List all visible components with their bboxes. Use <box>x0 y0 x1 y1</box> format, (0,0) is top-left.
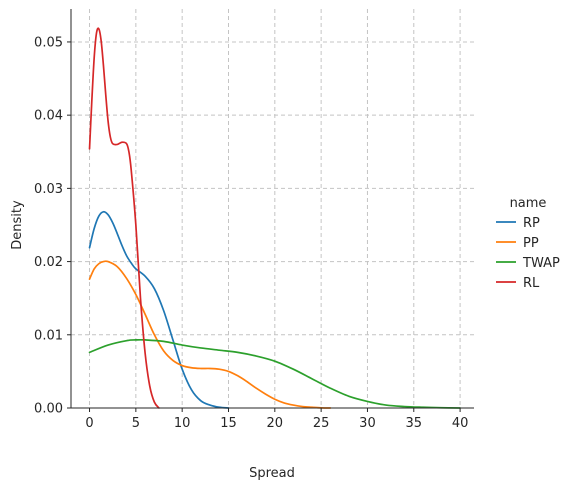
tick-labels: 0 5 10 15 20 25 30 35 40 0.00 0.01 0.02 0.03 0.04 0.05 <box>34 35 468 431</box>
y-tick-label: 0.00 <box>34 402 63 417</box>
x-tick-label: 20 <box>267 416 284 431</box>
x-tick-label: 0 <box>85 416 93 431</box>
y-tick-label: 0.04 <box>34 109 63 124</box>
axes <box>67 9 474 412</box>
y-tick-label: 0.01 <box>34 328 63 343</box>
legend-label-rl: RL <box>523 276 540 291</box>
y-tick-label: 0.02 <box>34 255 63 270</box>
legend-title: name <box>510 196 547 211</box>
x-tick-label: 35 <box>406 416 423 431</box>
x-tick-label: 5 <box>132 416 140 431</box>
legend-label-twap: TWAP <box>522 256 560 271</box>
y-axis-label: Density <box>10 200 25 250</box>
y-tick-label: 0.03 <box>34 182 63 197</box>
legend-label-pp: PP <box>523 236 539 251</box>
y-tick-label: 0.05 <box>34 35 63 50</box>
series-lines <box>88 27 461 409</box>
legend-label-rp: RP <box>523 216 540 231</box>
x-tick-label: 30 <box>359 416 376 431</box>
x-tick-label: 25 <box>313 416 330 431</box>
series-line-rp <box>88 210 230 409</box>
grid-lines <box>71 9 474 409</box>
series-line-twap <box>88 338 461 409</box>
series-line-pp <box>88 260 332 409</box>
legend: name RP PP TWAP RL <box>496 196 560 291</box>
x-tick-label: 15 <box>220 416 237 431</box>
series-line-rl <box>88 27 160 409</box>
x-tick-label: 10 <box>174 416 191 431</box>
x-tick-label: 40 <box>452 416 469 431</box>
x-axis-label: Spread <box>249 466 295 481</box>
